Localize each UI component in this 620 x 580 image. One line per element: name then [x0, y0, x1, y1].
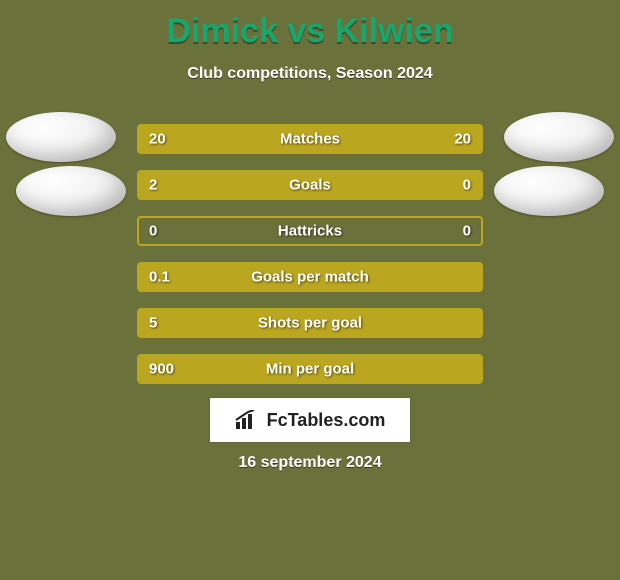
- stat-fill-left: [139, 310, 481, 336]
- stat-label: Hattricks: [139, 223, 481, 240]
- stat-value-right: 0: [463, 223, 471, 240]
- stats-bars: 20 Matches 20 2 Goals 0 0 Hattricks 0 0.…: [137, 124, 483, 400]
- stat-row-goals-per-match: 0.1 Goals per match: [137, 262, 483, 292]
- stat-fill-left: [139, 264, 481, 290]
- player-avatar-right-2: [494, 166, 604, 216]
- player-avatar-right-1: [504, 112, 614, 162]
- page-title: Dimick vs Kilwien: [0, 0, 620, 51]
- brand-chart-icon: [235, 410, 261, 430]
- page-subtitle: Club competitions, Season 2024: [0, 65, 620, 83]
- stat-fill-left: [139, 356, 481, 382]
- stat-fill-left: [139, 126, 310, 152]
- snapshot-date: 16 september 2024: [0, 454, 620, 472]
- stat-fill-left: [139, 172, 399, 198]
- player-avatar-left-1: [6, 112, 116, 162]
- stat-row-goals: 2 Goals 0: [137, 170, 483, 200]
- brand-text: FcTables.com: [267, 410, 386, 431]
- stat-fill-right: [399, 172, 481, 198]
- stat-row-min-per-goal: 900 Min per goal: [137, 354, 483, 384]
- stat-row-matches: 20 Matches 20: [137, 124, 483, 154]
- stat-row-hattricks: 0 Hattricks 0: [137, 216, 483, 246]
- brand-badge: FcTables.com: [210, 398, 410, 442]
- player-avatar-left-2: [16, 166, 126, 216]
- stat-row-shots-per-goal: 5 Shots per goal: [137, 308, 483, 338]
- stat-fill-right: [310, 126, 481, 152]
- stat-value-left: 0: [149, 223, 157, 240]
